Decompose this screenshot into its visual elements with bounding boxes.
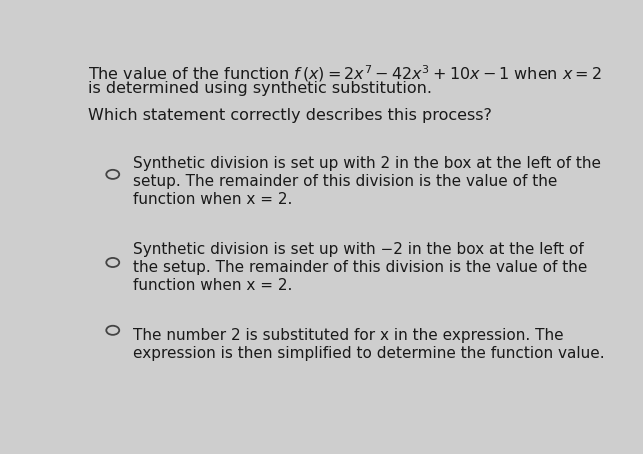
Text: is determined using synthetic substitution.: is determined using synthetic substituti… <box>88 81 432 96</box>
Text: Synthetic division is set up with 2 in the box at the left of the: Synthetic division is set up with 2 in t… <box>132 156 601 171</box>
Text: Synthetic division is set up with −2 in the box at the left of: Synthetic division is set up with −2 in … <box>132 242 583 257</box>
Text: Which statement correctly describes this process?: Which statement correctly describes this… <box>88 109 492 123</box>
Text: the setup. The remainder of this division is the value of the: the setup. The remainder of this divisio… <box>132 260 587 275</box>
Text: The value of the function $f\,(x) = 2x^7 - 42x^3 + 10x - 1$ when $x = 2$: The value of the function $f\,(x) = 2x^7… <box>88 63 602 84</box>
Text: function when x = 2.: function when x = 2. <box>132 278 292 293</box>
Text: setup. The remainder of this division is the value of the: setup. The remainder of this division is… <box>132 174 557 189</box>
Text: function when x = 2.: function when x = 2. <box>132 192 292 207</box>
Text: The number 2 is substituted for x in the expression. The: The number 2 is substituted for x in the… <box>132 327 563 342</box>
Text: expression is then simplified to determine the function value.: expression is then simplified to determi… <box>132 345 604 360</box>
